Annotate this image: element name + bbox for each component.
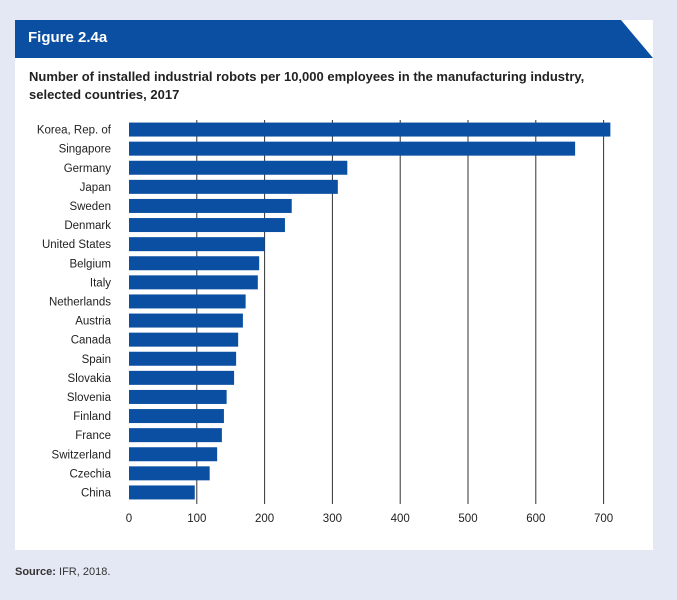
category-label: Slovenia: [67, 392, 112, 404]
bar-spain: [129, 351, 237, 366]
bar-netherlands: [129, 294, 246, 309]
bar-denmark: [129, 218, 285, 233]
category-label: Czechia: [69, 468, 111, 480]
bar-france: [129, 428, 222, 443]
category-label: Canada: [71, 335, 112, 347]
figure-panel: [15, 20, 653, 550]
source-text: IFR, 2018.: [59, 566, 111, 578]
category-label: Singapore: [59, 144, 111, 156]
source-note: Source: IFR, 2018.: [15, 566, 110, 578]
category-label: France: [75, 430, 111, 442]
category-label: Belgium: [69, 258, 111, 270]
bar-japan: [129, 179, 338, 194]
bar-slovenia: [129, 389, 227, 404]
figure-label: Figure 2.4a: [28, 29, 108, 46]
header-banner-shape: [15, 20, 653, 58]
bar-chart: Korea, Rep. of Singapore Germany Japan Swede…: [37, 120, 613, 525]
category-label: Spain: [82, 354, 111, 366]
x-tick-label: 0: [126, 513, 132, 525]
bar-finland: [129, 409, 224, 424]
bar-sweden: [129, 198, 292, 213]
category-label: China: [81, 487, 112, 499]
bar-united-states: [129, 237, 265, 252]
bar-germany: [129, 160, 348, 175]
x-tick-label: 600: [526, 513, 545, 525]
category-label: Denmark: [64, 220, 111, 232]
bar-belgium: [129, 256, 260, 271]
bar-korea-rep-of: [129, 122, 611, 137]
category-label: Slovakia: [68, 373, 112, 385]
category-label: Sweden: [69, 201, 111, 213]
category-label: Switzerland: [52, 449, 111, 461]
x-tick-label: 100: [187, 513, 206, 525]
chart-title: Number of installed industrial robots pe…: [29, 69, 585, 102]
bar-austria: [129, 313, 243, 328]
bar-slovakia: [129, 370, 235, 385]
x-tick-label: 200: [255, 513, 274, 525]
bar-czechia: [129, 466, 210, 481]
bar-italy: [129, 275, 258, 290]
category-label: Finland: [73, 411, 111, 423]
category-label: Italy: [90, 277, 111, 289]
x-tick-label: 700: [594, 513, 613, 525]
source-label: Source:: [15, 566, 56, 578]
category-label: Germany: [64, 163, 112, 175]
bar-switzerland: [129, 447, 218, 462]
category-label: Netherlands: [49, 296, 111, 308]
bar-singapore: [129, 141, 576, 156]
figure-header-bar: [15, 20, 653, 58]
x-tick-label: 300: [323, 513, 342, 525]
bar-canada: [129, 332, 239, 347]
x-tick-label: 400: [391, 513, 410, 525]
category-label: Japan: [80, 182, 111, 194]
x-tick-label: 500: [458, 513, 477, 525]
category-label: Korea, Rep. of: [37, 125, 112, 137]
bar-china: [129, 485, 195, 500]
category-label: United States: [42, 239, 111, 251]
category-label: Austria: [75, 316, 111, 328]
